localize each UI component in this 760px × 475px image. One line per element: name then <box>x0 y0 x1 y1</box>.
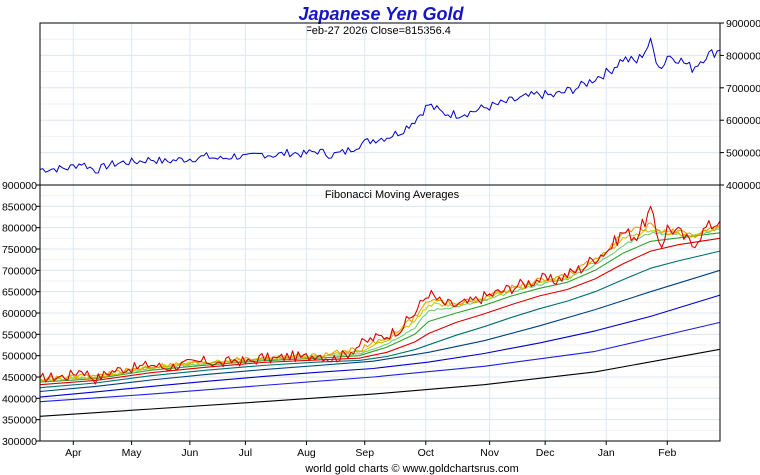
x-tick-label: Oct <box>418 447 434 459</box>
y-tick-label: 800000 <box>2 223 37 235</box>
x-tick-label: Sep <box>355 447 374 459</box>
x-tick-label: Jun <box>181 447 198 459</box>
y-tick-label: 800000 <box>726 50 760 62</box>
x-tick-label: Aug <box>297 447 316 459</box>
x-tick-label: Apr <box>65 447 82 459</box>
ma-line-ma-55 <box>39 250 721 389</box>
y-tick-label: 400000 <box>726 180 760 192</box>
ma-panel-y-axis: 900000 850000 800000 750000 700000 650000 6000… <box>2 180 40 448</box>
x-tick-label: Dec <box>536 447 555 459</box>
x-tick-label: May <box>122 447 143 459</box>
x-tick-label: Jan <box>598 447 615 459</box>
y-tick-label: 600000 <box>726 115 760 127</box>
y-tick-label: 700000 <box>2 265 37 277</box>
y-tick-label: 550000 <box>2 329 37 341</box>
price-panel-series <box>39 37 721 174</box>
chart-title: Japanese Yen Gold <box>298 4 464 24</box>
y-tick-label: 450000 <box>2 372 37 384</box>
x-tick-label: Feb <box>658 447 676 459</box>
y-tick-label: 850000 <box>2 201 37 213</box>
price-panel-grid <box>40 23 720 185</box>
ma-line-ma-89 <box>39 269 721 393</box>
footer-credit: world gold charts © www.goldchartsrus.co… <box>304 463 519 475</box>
ma-line-ma-144 <box>39 294 721 398</box>
ma-line-ma-377 <box>39 348 721 417</box>
y-tick-label: 600000 <box>2 308 37 320</box>
y-tick-label: 750000 <box>2 244 37 256</box>
chart-subtitle: Feb-27 2026 Close=815356.4 <box>305 25 451 37</box>
ma-line-ma-13 <box>40 228 721 382</box>
ma-line-price <box>39 205 721 385</box>
y-tick-label: 400000 <box>2 393 37 405</box>
price-panel-y-axis: 900000 800000 700000 600000 500000 400000 <box>720 18 760 192</box>
ma-panel-title: Fibonacci Moving Averages <box>325 189 460 201</box>
ma-panel-grid <box>40 185 720 441</box>
x-axis: Apr May Jun Jul Aug Sep Oct Nov Dec Jan Feb <box>65 441 676 459</box>
x-tick-label: Jul <box>239 447 252 459</box>
y-tick-label: 500000 <box>2 351 37 363</box>
ma-line-ma-34 <box>39 237 721 386</box>
x-tick-label: Nov <box>480 447 499 459</box>
y-tick-label: 300000 <box>2 436 37 448</box>
y-tick-label: 700000 <box>726 83 760 95</box>
y-tick-label: 350000 <box>2 415 37 427</box>
price-line <box>39 37 721 174</box>
y-tick-label: 650000 <box>2 287 37 299</box>
y-tick-label: 900000 <box>726 18 760 30</box>
y-tick-label: 500000 <box>726 148 760 160</box>
y-tick-label: 900000 <box>2 180 37 192</box>
ma-panel-series <box>39 205 721 417</box>
ma-line-ma-233 <box>39 321 721 403</box>
